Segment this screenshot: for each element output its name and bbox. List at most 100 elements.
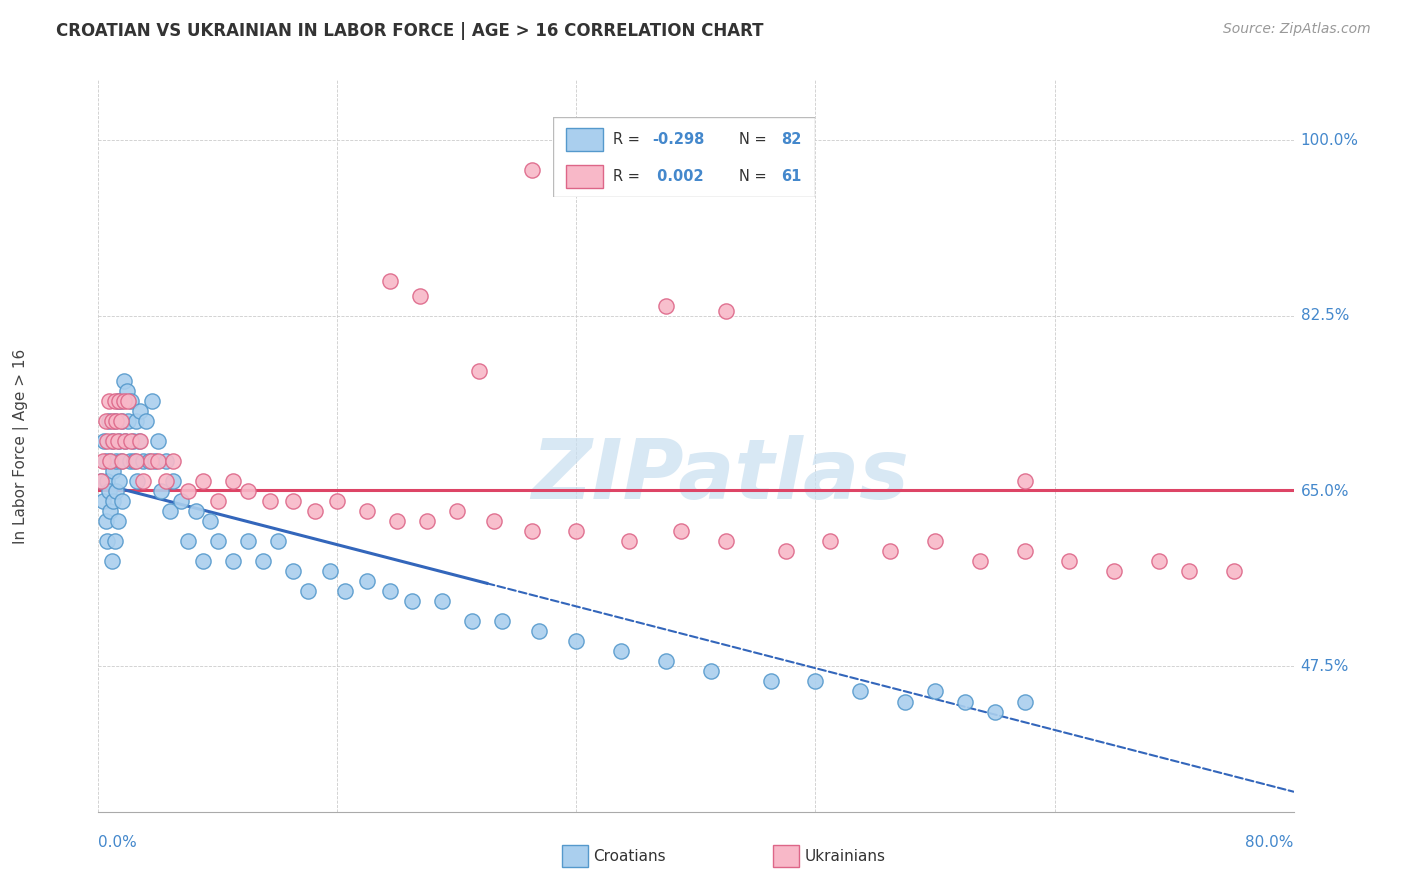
Point [520, 524, 543, 538]
Text: CROATIAN VS UKRAINIAN IN LABOR FORCE | AGE > 16 CORRELATION CHART: CROATIAN VS UKRAINIAN IN LABOR FORCE | A… [56, 22, 763, 40]
Text: 0.0%: 0.0% [98, 836, 138, 850]
Point [111, 494, 134, 508]
Text: N =: N = [740, 132, 772, 147]
Point [356, 574, 378, 589]
Point [120, 393, 142, 408]
Point [91, 454, 114, 468]
Point [155, 454, 177, 468]
Point [491, 615, 513, 629]
Point [281, 494, 304, 508]
Point [90, 474, 112, 488]
Point [969, 554, 991, 568]
Point [669, 524, 692, 538]
Point [125, 454, 148, 468]
Point [714, 534, 737, 549]
Point [93, 434, 115, 448]
Point [139, 454, 162, 468]
Text: N =: N = [740, 169, 772, 184]
Point [1059, 554, 1081, 568]
Point [1104, 564, 1126, 578]
Point [416, 514, 439, 528]
Point [107, 434, 129, 448]
Point [484, 514, 506, 528]
Point [378, 274, 401, 288]
Point [200, 514, 222, 528]
Point [655, 299, 678, 313]
Point [177, 534, 200, 549]
Point [259, 494, 281, 508]
Point [714, 303, 737, 318]
Text: 82: 82 [782, 132, 801, 147]
Point [125, 414, 148, 428]
Point [297, 584, 319, 599]
Point [124, 454, 146, 468]
Text: Source: ZipAtlas.com: Source: ZipAtlas.com [1223, 22, 1371, 37]
Point [617, 534, 640, 549]
Point [148, 434, 170, 448]
Point [105, 414, 128, 428]
Point [207, 494, 229, 508]
Point [127, 474, 149, 488]
Point [98, 504, 122, 518]
Point [110, 414, 132, 428]
Text: ZIPatlas: ZIPatlas [531, 434, 908, 516]
Point [108, 434, 131, 448]
Point [924, 684, 946, 698]
Point [107, 393, 129, 408]
Point [527, 624, 550, 639]
Point [759, 674, 782, 689]
Point [804, 674, 827, 689]
Point [401, 594, 423, 608]
Point [924, 534, 946, 549]
Point [121, 434, 143, 448]
Point [461, 615, 484, 629]
Point [565, 634, 588, 648]
Point [446, 504, 468, 518]
Point [98, 454, 122, 468]
Point [94, 454, 117, 468]
Point [356, 504, 378, 518]
Point [111, 414, 134, 428]
Point [378, 584, 401, 599]
Point [191, 474, 214, 488]
Text: In Labor Force | Age > 16: In Labor Force | Age > 16 [13, 349, 30, 543]
Point [468, 364, 491, 378]
Point [138, 454, 160, 468]
Point [304, 504, 326, 518]
Point [97, 393, 120, 408]
Point [162, 474, 184, 488]
Point [114, 434, 136, 448]
Point [96, 534, 118, 549]
Point [1178, 564, 1201, 578]
Point [326, 494, 349, 508]
Point [430, 594, 453, 608]
Point [96, 434, 118, 448]
Point [112, 374, 135, 388]
Point [565, 524, 588, 538]
Point [111, 454, 134, 468]
Point [252, 554, 274, 568]
Point [1014, 474, 1036, 488]
Point [129, 404, 152, 418]
Point [105, 484, 128, 499]
Point [1223, 564, 1246, 578]
Text: 65.0%: 65.0% [1301, 483, 1348, 499]
Point [775, 544, 797, 558]
Point [159, 504, 181, 518]
Point [94, 514, 117, 528]
Point [118, 454, 141, 468]
Point [129, 434, 152, 448]
Point [132, 474, 155, 488]
Point [385, 514, 409, 528]
Point [108, 393, 131, 408]
Point [103, 494, 125, 508]
Point [143, 454, 166, 468]
Point [610, 644, 633, 658]
Point [408, 289, 430, 303]
Point [983, 705, 1005, 719]
Point [104, 414, 127, 428]
Text: Ukrainians: Ukrainians [804, 849, 886, 863]
Point [1014, 544, 1036, 558]
Point [207, 534, 229, 549]
Point [177, 484, 200, 499]
